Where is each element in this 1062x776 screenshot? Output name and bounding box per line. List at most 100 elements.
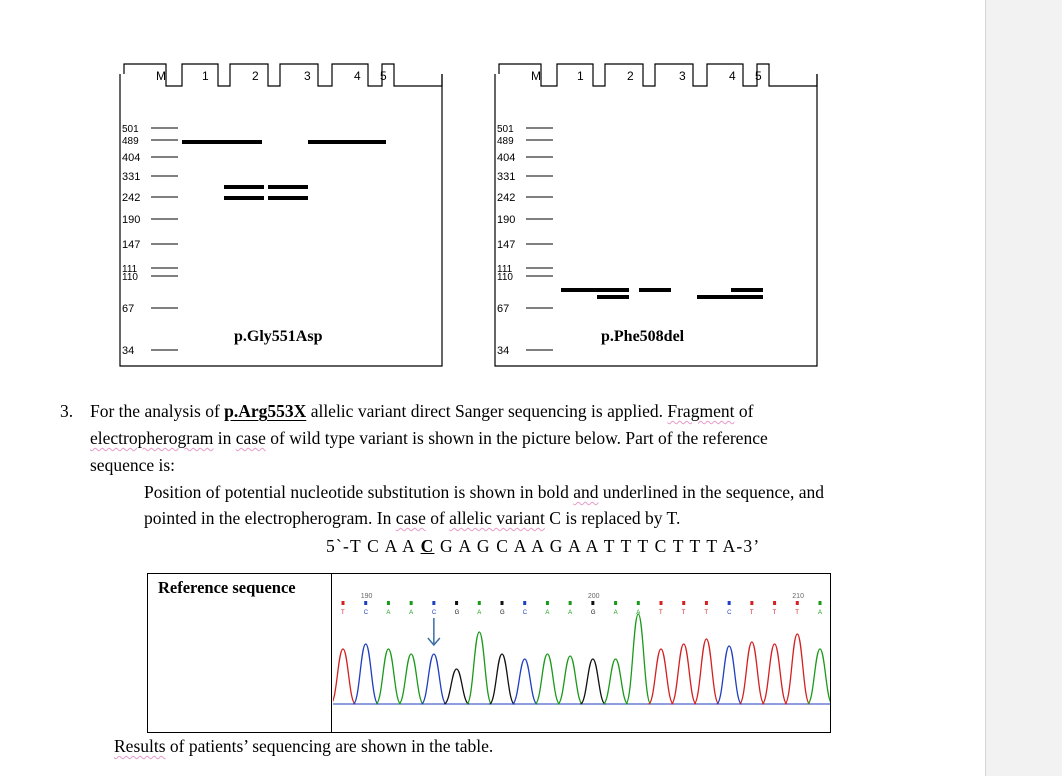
base-dot <box>818 601 822 605</box>
base-dot <box>659 601 663 605</box>
trace-peak <box>670 643 697 705</box>
marker-label-147: 147 <box>122 239 140 251</box>
lane-label-5: 5 <box>380 69 387 83</box>
trace-peak <box>625 613 652 705</box>
gel-band <box>268 196 308 200</box>
lane-label-5: 5 <box>755 69 762 83</box>
marker-label-242: 242 <box>122 192 140 204</box>
marker-label-110: 110 <box>122 272 138 283</box>
marker-label-331: 331 <box>122 171 140 183</box>
arrow-head <box>427 637 441 647</box>
lane-label-1: 1 <box>202 69 209 83</box>
gel-band <box>597 288 629 292</box>
document-page: M 1 2 3 4 5 501 489 404 331 242 190 147 111 110 67 34 p.… <box>60 62 920 756</box>
base-dot <box>477 601 481 605</box>
trace-peak <box>420 653 447 705</box>
base-letter: C <box>523 610 528 616</box>
lane-label-4: 4 <box>354 69 361 83</box>
marker-label-110: 110 <box>497 272 513 283</box>
trace-peak <box>375 648 402 705</box>
base-letter: A <box>477 610 481 616</box>
base-dot <box>591 601 595 605</box>
results-text: Results of patients’ sequencing are show… <box>114 736 494 756</box>
base-letter: T <box>773 610 777 616</box>
gel-band <box>224 196 264 200</box>
base-letter: T <box>341 610 345 616</box>
gel-band <box>697 295 735 299</box>
gel-band <box>731 295 763 299</box>
lane-label-3: 3 <box>304 69 311 83</box>
base-dot <box>704 601 708 605</box>
base-dot <box>545 601 549 605</box>
marker-label-34: 34 <box>122 345 134 357</box>
trace-peak <box>398 653 425 705</box>
marker-label-67: 67 <box>497 303 509 315</box>
gel-frame <box>494 74 818 367</box>
gel-band <box>268 185 308 189</box>
trace-peak <box>534 653 561 705</box>
gel-band <box>348 140 386 144</box>
base-letter: A <box>818 610 822 616</box>
marker-label-67: 67 <box>122 303 134 315</box>
base-letter: C <box>432 610 437 616</box>
base-letter: T <box>750 610 754 616</box>
reference-table: Reference sequence 190 200 210 T C A A C G A G C A A G… <box>147 573 834 733</box>
gel-band <box>597 295 629 299</box>
trace-peak <box>806 648 834 705</box>
base-letter: A <box>636 610 640 616</box>
base-dot <box>568 601 572 605</box>
base-letter: T <box>704 610 708 616</box>
question-line-1: 3. For the analysis of p.Arg553X allelic … <box>60 398 920 425</box>
marker-label-404: 404 <box>122 152 140 164</box>
base-letter: T <box>682 610 686 616</box>
gel-comb <box>498 63 818 87</box>
base-dot <box>727 601 731 605</box>
question-line-2: electropherogram in case of wild type va… <box>90 428 768 448</box>
base-dot <box>614 601 618 605</box>
lane-label-3: 3 <box>679 69 686 83</box>
marker-label-489: 489 <box>122 136 139 147</box>
marker-label-242: 242 <box>497 192 515 204</box>
gel-frame <box>119 74 443 367</box>
question-line-3: sequence is: <box>90 455 176 475</box>
marker-label-111: 111 <box>497 264 513 275</box>
base-letter: C <box>364 610 369 616</box>
base-dot <box>636 601 640 605</box>
trace-peak <box>784 633 811 705</box>
base-letter: G <box>591 610 596 616</box>
base-letter: A <box>545 610 549 616</box>
base-dot <box>364 601 368 605</box>
trace-peak <box>488 653 516 705</box>
gel-band <box>639 288 671 292</box>
lane-label-2: 2 <box>252 69 259 83</box>
lane-label-M: M <box>531 69 541 83</box>
marker-label-331: 331 <box>497 171 515 183</box>
trace-peak <box>716 645 743 705</box>
marker-label-190: 190 <box>497 214 515 226</box>
lane-label-2: 2 <box>627 69 634 83</box>
highlighted-nucleotide: C <box>420 536 435 556</box>
trace-peak <box>738 641 765 705</box>
scale-tick-label: 190 <box>361 593 373 600</box>
base-letter: T <box>659 610 663 616</box>
marker-label-190: 190 <box>122 214 140 226</box>
marker-label-501: 501 <box>497 124 514 135</box>
question-number: 3. <box>60 401 74 421</box>
gel-band <box>731 288 763 292</box>
lane-label-M: M <box>156 69 166 83</box>
base-dot <box>750 601 754 605</box>
gel-band <box>308 140 348 144</box>
scale-tick-label: 210 <box>792 593 804 600</box>
electropherogram-svg: 190 200 210 T C A A C G A G C A A G A A T T T C T T T A <box>329 593 834 705</box>
question-paragraph: 3. For the analysis of p.Arg553X allelic … <box>60 398 920 479</box>
gel-band <box>561 288 597 292</box>
base-dot <box>341 601 345 605</box>
gel-image-2: M 1 2 3 4 5 501 489 404 331 242 190 147 111 110 67 34 p.… <box>493 62 821 368</box>
right-gutter <box>985 0 1062 776</box>
trace-peak <box>511 658 538 705</box>
trace-peak <box>352 643 379 705</box>
base-dot <box>523 601 527 605</box>
base-letter: A <box>386 610 390 616</box>
marker-label-501: 501 <box>122 124 139 135</box>
